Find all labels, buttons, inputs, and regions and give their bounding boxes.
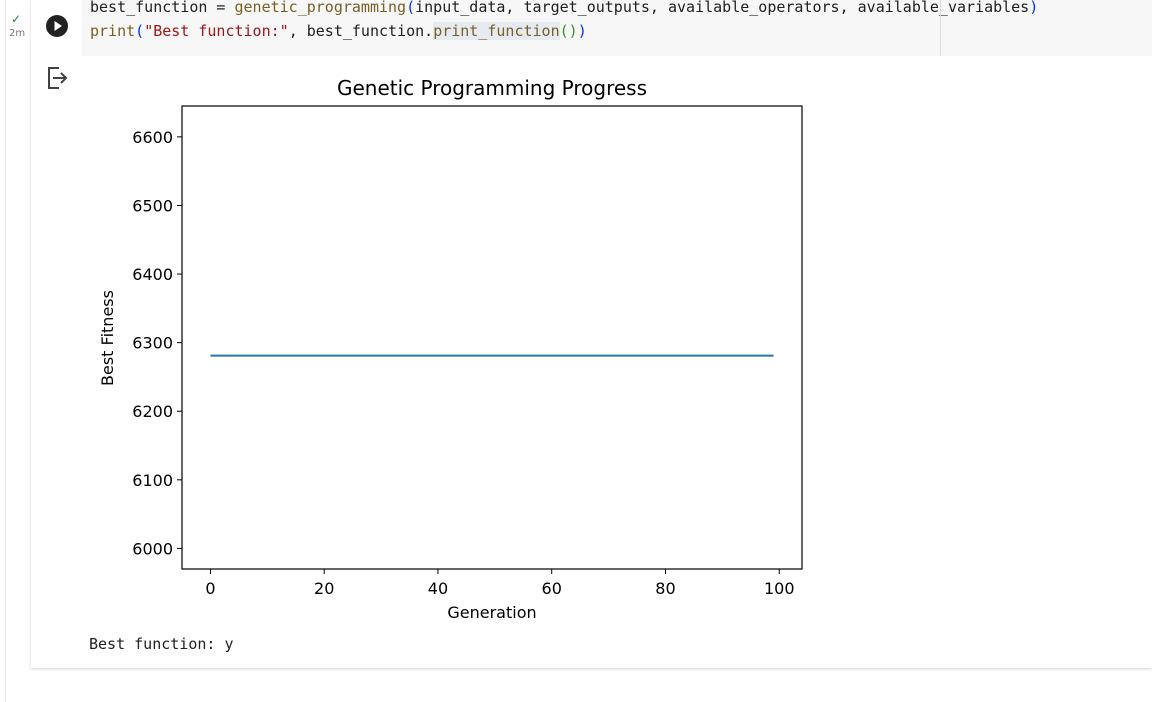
notebook-gutter-line: [5, 0, 6, 702]
y-tick-label: 6400: [132, 265, 173, 284]
y-tick-label: 6200: [132, 402, 173, 421]
method-name: print_function: [433, 22, 560, 40]
code-editor[interactable]: best_function = genetic_programming(inpu…: [82, 0, 1152, 56]
x-tick-label: 60: [542, 579, 562, 598]
y-tick-label: 6600: [132, 128, 173, 147]
code-line-2: print("Best function:", best_function.pr…: [90, 22, 587, 40]
arguments: input_data, target_outputs, available_op…: [415, 0, 1030, 16]
plot-frame: [181, 105, 803, 570]
x-tick-label: 20: [314, 579, 334, 598]
code-line-1: best_function = genetic_programming(inpu…: [90, 0, 1039, 16]
y-tick-label: 6100: [132, 471, 173, 490]
output-actions-button[interactable]: [45, 65, 71, 91]
line-chart: Genetic Programming Progress 6000 6100 620…: [98, 76, 803, 622]
y-axis: 6000 6100 6200 6300 6400 6500 6600: [132, 128, 182, 558]
x-axis: 0 20 40 60 80 100: [205, 569, 795, 598]
output-redirect-icon: [48, 67, 68, 89]
cell-output-text: Best function: y: [89, 635, 234, 653]
x-tick-label: 40: [428, 579, 448, 598]
x-tick-label: 80: [655, 579, 675, 598]
execution-time: 2m: [9, 28, 26, 39]
y-tick-label: 6000: [132, 539, 173, 558]
y-tick-label: 6300: [132, 334, 173, 353]
y-tick-label: 6500: [132, 196, 173, 215]
run-cell-button[interactable]: [45, 14, 69, 38]
y-axis-label: Best Fitness: [98, 290, 117, 386]
x-tick-label: 0: [205, 579, 215, 598]
chart-container: Genetic Programming Progress 6000 6100 620…: [85, 70, 825, 634]
x-tick-label: 100: [764, 579, 795, 598]
chart-title: Genetic Programming Progress: [337, 76, 647, 100]
x-axis-label: Generation: [447, 603, 536, 622]
function-name: genetic_programming: [234, 0, 407, 16]
editor-ruler: [940, 0, 941, 56]
play-icon: [46, 15, 68, 37]
string-literal: "Best function:": [144, 22, 289, 40]
execution-status-check-icon: ✓: [11, 12, 22, 26]
notebook-cell: [31, 0, 1152, 668]
